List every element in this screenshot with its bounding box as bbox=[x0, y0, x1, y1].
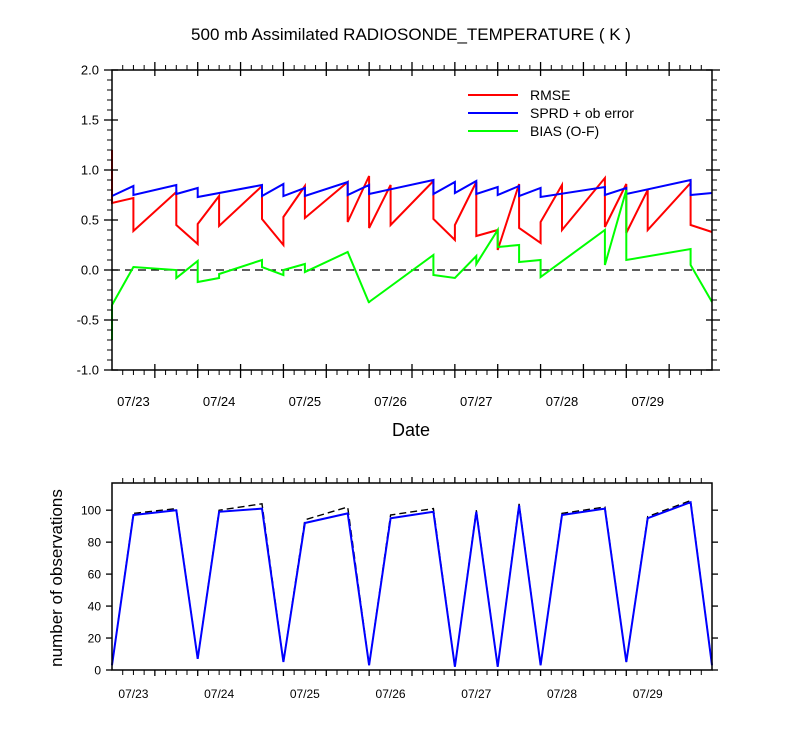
x-tick-label: 07/23 bbox=[118, 687, 148, 701]
x-tick-label: 07/23 bbox=[117, 394, 150, 409]
top-plot-area: -1.0 -0.5 0.0 0.5 1.0 1.5 2.0 07/23 07/24 07/25 07… bbox=[77, 62, 720, 409]
y-tick-label: 40 bbox=[88, 599, 102, 613]
y-tick-label: 1.5 bbox=[81, 113, 99, 128]
x-tick-label: 07/26 bbox=[376, 687, 406, 701]
y-tick-label: 0.5 bbox=[81, 213, 99, 228]
x-tick-label: 07/29 bbox=[631, 394, 664, 409]
series-line-bias-o-f bbox=[111, 189, 713, 340]
y-tick-label: -0.5 bbox=[77, 313, 99, 328]
series-line-rmse bbox=[111, 150, 713, 251]
x-tick-label: 07/28 bbox=[547, 687, 577, 701]
legend-label: SPRD + ob error bbox=[530, 105, 634, 121]
y-tick-label: -1.0 bbox=[77, 363, 99, 378]
x-tick-label: 07/27 bbox=[461, 687, 491, 701]
y-tick-label: 0 bbox=[94, 663, 101, 677]
x-tick-label: 07/26 bbox=[374, 394, 407, 409]
x-tick-label: 07/24 bbox=[203, 394, 236, 409]
x-tick-label: 07/24 bbox=[204, 687, 234, 701]
plot-frame bbox=[111, 482, 713, 671]
series-line-possible bbox=[111, 499, 713, 667]
y-tick-label: 100 bbox=[81, 503, 101, 517]
y-tick-label: 60 bbox=[88, 567, 102, 581]
x-tick-label: 07/25 bbox=[289, 394, 322, 409]
series-line-sprd-ob-error bbox=[111, 178, 713, 199]
legend-label: BIAS (O-F) bbox=[530, 123, 599, 139]
series-line-assimilated bbox=[111, 500, 713, 667]
legend: RMSE SPRD + ob error BIAS (O-F) bbox=[468, 87, 634, 139]
y-tick-label: 20 bbox=[88, 631, 102, 645]
x-tick-label: 07/27 bbox=[460, 394, 493, 409]
y-tick-label: 1.0 bbox=[81, 163, 99, 178]
x-tick-label: 07/25 bbox=[290, 687, 320, 701]
y-axis-label-observations: number of observations bbox=[47, 489, 66, 667]
chart-title: 500 mb Assimilated RADIOSONDE_TEMPERATUR… bbox=[191, 25, 631, 44]
y-tick-label: 2.0 bbox=[81, 63, 99, 78]
x-tick-label: 07/28 bbox=[546, 394, 579, 409]
bottom-plot-area: 0 20 40 60 80 100 07/23 07/24 07/25 07/26 07/27 07/… bbox=[81, 477, 718, 701]
x-axis-label: Date bbox=[392, 420, 430, 440]
y-tick-label: 0.0 bbox=[81, 263, 99, 278]
y-tick-label: 80 bbox=[88, 535, 102, 549]
legend-label: RMSE bbox=[530, 87, 570, 103]
x-tick-label: 07/29 bbox=[633, 687, 663, 701]
